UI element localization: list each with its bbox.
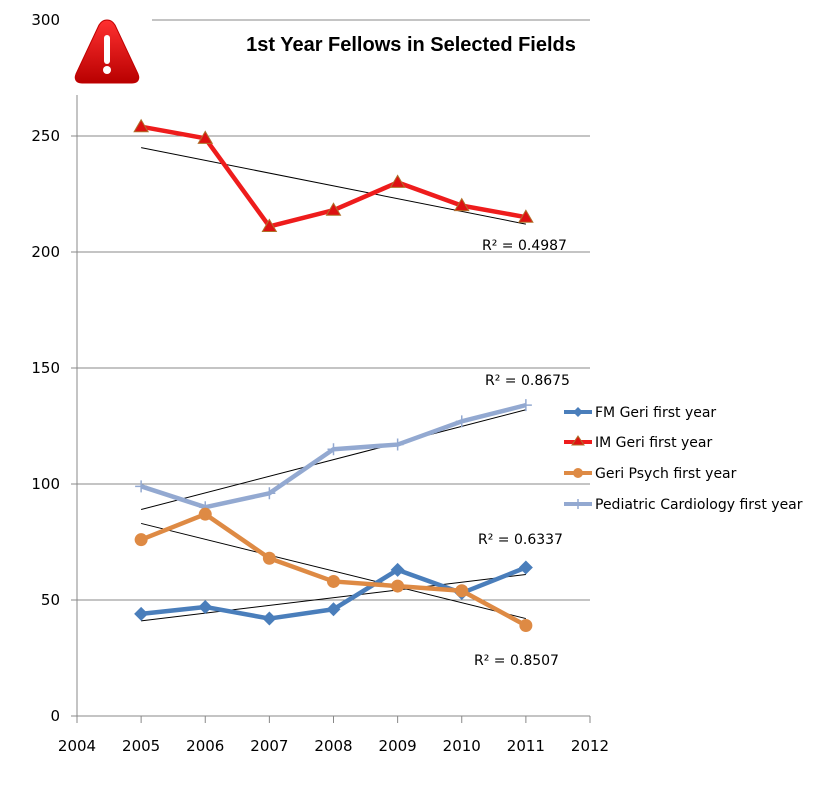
y-tick-label: 0 — [50, 707, 60, 725]
data-series — [133, 118, 534, 633]
trendline — [141, 522, 526, 620]
circle-marker — [134, 533, 148, 547]
legend-label: IM Geri first year — [595, 435, 713, 451]
triangle-marker — [518, 209, 534, 223]
gridlines — [71, 19, 590, 601]
plus-marker — [391, 438, 404, 451]
legend-item: IM Geri first year — [564, 435, 713, 451]
triangle-marker — [453, 197, 470, 212]
triangle-marker — [325, 202, 342, 216]
series-geri-psych-first-year — [134, 507, 533, 633]
chart-title: 1st Year Fellows in Selected Fields — [246, 34, 576, 56]
x-tick-label: 2005 — [122, 737, 160, 755]
x-tick-label: 2010 — [443, 737, 481, 755]
y-tick-label: 200 — [31, 243, 60, 261]
plus-marker — [327, 443, 340, 456]
trendlines — [140, 147, 527, 622]
r-squared-label: R² = 0.8675 — [485, 373, 570, 389]
y-tick-label: 50 — [41, 591, 60, 609]
legend-item: Pediatric Cardiology first year — [564, 497, 803, 513]
triangle-marker — [133, 118, 149, 133]
y-tick-label: 300 — [31, 11, 60, 29]
x-tick-label: 2008 — [314, 737, 352, 755]
circle-marker — [327, 574, 340, 588]
x-tick-label: 2006 — [186, 737, 224, 755]
triangle-marker — [389, 174, 406, 188]
y-tick-label: 250 — [31, 127, 60, 145]
trendline — [140, 409, 527, 511]
series-im-geri-first-year — [133, 118, 534, 232]
series-fm-geri-first-year — [134, 560, 533, 626]
circle-marker — [262, 551, 276, 565]
series-pediatric-cardiology-first-year — [135, 399, 532, 514]
x-tick-label: 2007 — [250, 737, 288, 755]
axes: 0 50 100 150 200 250 300 2004 2005 2006 2007 2008 20… — [31, 11, 609, 755]
legend-label: Pediatric Cardiology first year — [595, 497, 803, 513]
r-squared-label: R² = 0.4987 — [482, 238, 567, 254]
r-squared-label: R² = 0.8507 — [474, 653, 559, 669]
diamond-marker — [326, 602, 341, 617]
legend-label: Geri Psych first year — [595, 466, 737, 482]
diamond-marker — [262, 611, 277, 626]
circle-marker — [519, 619, 533, 633]
warning-icon — [74, 19, 140, 84]
circle-marker — [391, 579, 405, 593]
triangle-marker — [197, 130, 214, 144]
legend-item: FM Geri first year — [564, 405, 716, 421]
diamond-marker — [198, 599, 213, 614]
plus-marker — [519, 399, 532, 412]
x-tick-label: 2004 — [58, 737, 96, 755]
circle-marker — [198, 507, 212, 521]
diamond-marker — [134, 606, 149, 621]
y-tick-label: 150 — [31, 359, 60, 377]
x-tick-label: 2012 — [571, 737, 609, 755]
plus-marker — [455, 415, 468, 428]
legend: FM Geri first year IM Geri first year Geri… — [564, 405, 803, 513]
x-tick-label: 2009 — [379, 737, 417, 755]
y-tick-label: 100 — [31, 475, 60, 493]
diamond-marker — [518, 560, 533, 575]
diamond-marker — [390, 562, 405, 577]
circle-marker — [455, 584, 469, 598]
legend-label: FM Geri first year — [595, 405, 716, 421]
x-tick-label: 2011 — [507, 737, 545, 755]
r-squared-labels: R² = 0.4987 R² = 0.8675 R² = 0.6337 R² = 0.… — [474, 238, 570, 669]
legend-item: Geri Psych first year — [564, 466, 737, 482]
r-squared-label: R² = 0.6337 — [478, 532, 563, 548]
series-line — [140, 402, 527, 510]
plus-marker — [135, 480, 148, 493]
trendline — [141, 147, 526, 225]
triangle-marker — [261, 218, 278, 232]
plus-marker — [263, 487, 276, 500]
